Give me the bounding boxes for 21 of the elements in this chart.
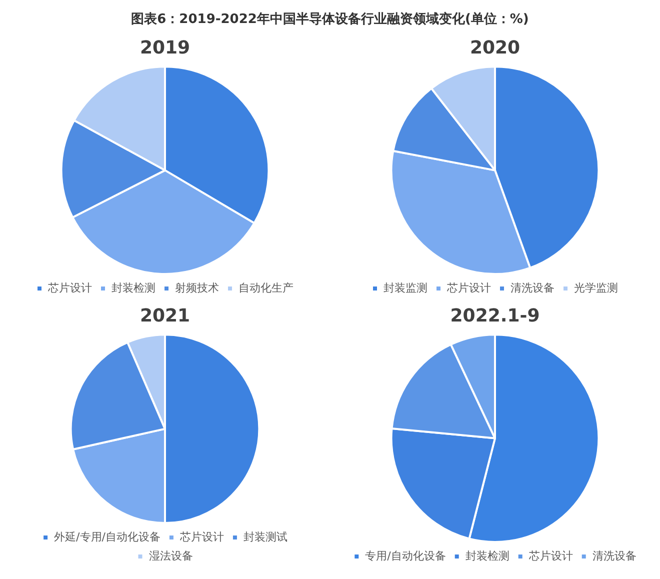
legend-label: 封装检测 (112, 281, 156, 294)
legend-label: 自动化生产 (238, 281, 294, 294)
legend-label: 清洗设备 (510, 281, 554, 294)
legend-label: 专用/自动化设备 (365, 549, 446, 562)
legend-label: 芯片设计 (446, 281, 491, 294)
text: 图表6：2019-2022年中国半导体设备行业融资领域变化(单位：%) (130, 10, 530, 29)
legend-label: 清洗设备 (592, 549, 636, 562)
chart-title: 2021 (140, 305, 190, 326)
legend-label: 光学监测 (574, 281, 618, 294)
legend-label: 芯片设计 (528, 549, 573, 562)
chart-title: 2020 (470, 37, 520, 58)
legend-label: 射频技术 (175, 281, 219, 294)
legend-label: 封装测试 (243, 530, 288, 544)
legend-label: 芯片设计 (178, 530, 224, 544)
legend-label: 外延/专用/自动化设备 (54, 530, 160, 544)
chart-title: 2019 (140, 37, 190, 58)
legend-label: 封装监测 (384, 281, 428, 294)
chart-title: 2022.1-9 (450, 305, 540, 326)
legend-label: 封装检测 (465, 549, 510, 562)
legend-label: 湿法设备 (148, 549, 193, 562)
legend-label: 芯片设计 (47, 281, 92, 294)
